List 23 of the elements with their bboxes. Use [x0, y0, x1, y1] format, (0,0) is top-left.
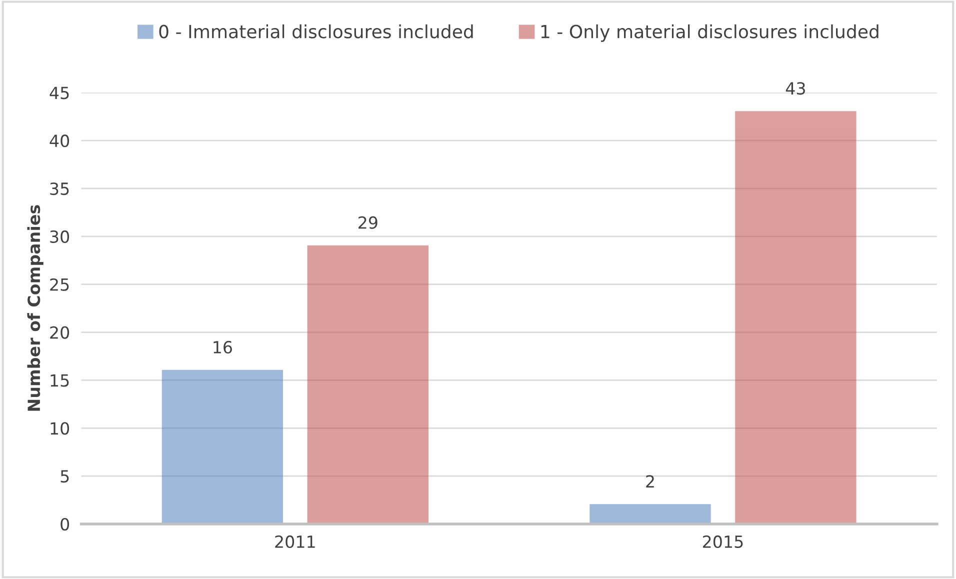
bar: [162, 370, 284, 524]
x-tick-label: 2011: [275, 535, 315, 548]
bar: [735, 111, 856, 524]
data-label: 16: [214, 340, 232, 354]
y-tick-label: 25: [50, 278, 69, 291]
data-label: 29: [358, 216, 378, 229]
y-tick-label: 35: [50, 182, 69, 196]
y-tick-label: 20: [50, 326, 70, 339]
bar: [590, 504, 711, 524]
y-axis-title: Number of Companies: [27, 205, 44, 411]
y-tick-label: 10: [50, 422, 70, 435]
y-tick-label: 45: [50, 86, 69, 100]
data-label: 43: [786, 82, 805, 95]
y-tick-label: 40: [50, 134, 70, 148]
x-tick-label: 2015: [702, 535, 743, 548]
data-label: 2: [646, 475, 654, 488]
y-tick-label: 5: [60, 470, 69, 483]
bar: [307, 245, 428, 524]
y-tick-label: 15: [50, 374, 69, 387]
y-tick-label: 0: [60, 518, 70, 531]
legend-label: 0 - Immaterial disclosures included: [159, 24, 473, 38]
y-tick-label: 30: [50, 230, 70, 243]
legend-label: 1 - Only material disclosures included: [541, 24, 878, 42]
